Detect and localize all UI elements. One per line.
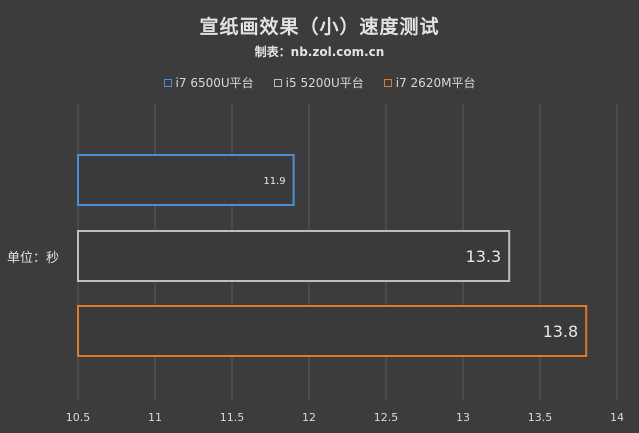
legend-item-i5-5200u: i5 5200U平台: [273, 74, 364, 91]
x-tick-label: 12: [302, 411, 316, 424]
x-tick-label: 13.5: [528, 411, 553, 424]
legend-item-i7-2620m: i7 2620M平台: [383, 74, 476, 91]
x-tick-label: 14: [610, 411, 624, 424]
x-tick-label: 12.5: [374, 411, 399, 424]
bar-value-label-0: 11.9: [263, 176, 285, 187]
bar-2: [77, 305, 588, 357]
legend-label-i7-6500u: i7 6500U平台: [175, 76, 254, 90]
bar-0: [77, 154, 295, 206]
unit-label: 单位：秒: [7, 251, 60, 266]
legend-swatch-i5-5200u: [273, 78, 282, 87]
x-tick-label: 13: [456, 411, 470, 424]
x-tick-label: 11.5: [220, 411, 245, 424]
chart-subtitle: 制表：nb.zol.com.cn: [254, 45, 385, 59]
legend-swatch-i7-2620m: [383, 78, 392, 87]
bar-value-label-2: 13.8: [543, 322, 579, 341]
bar-value-label-1: 13.3: [466, 247, 502, 266]
legend-item-i7-6500u: i7 6500U平台: [163, 74, 254, 91]
bar-1: [77, 230, 511, 282]
chart-legend: i7 6500U平台 i5 5200U平台 i7 2620M平台: [0, 74, 639, 91]
legend-label-i7-2620m: i7 2620M平台: [395, 76, 476, 90]
legend-label-i5-5200u: i5 5200U平台: [285, 76, 364, 90]
x-tick-label: 10.5: [66, 411, 91, 424]
legend-swatch-i7-6500u: [163, 78, 172, 87]
chart-title: 宣纸画效果（小）速度测试: [199, 16, 440, 38]
x-tick-label: 11: [148, 411, 162, 424]
